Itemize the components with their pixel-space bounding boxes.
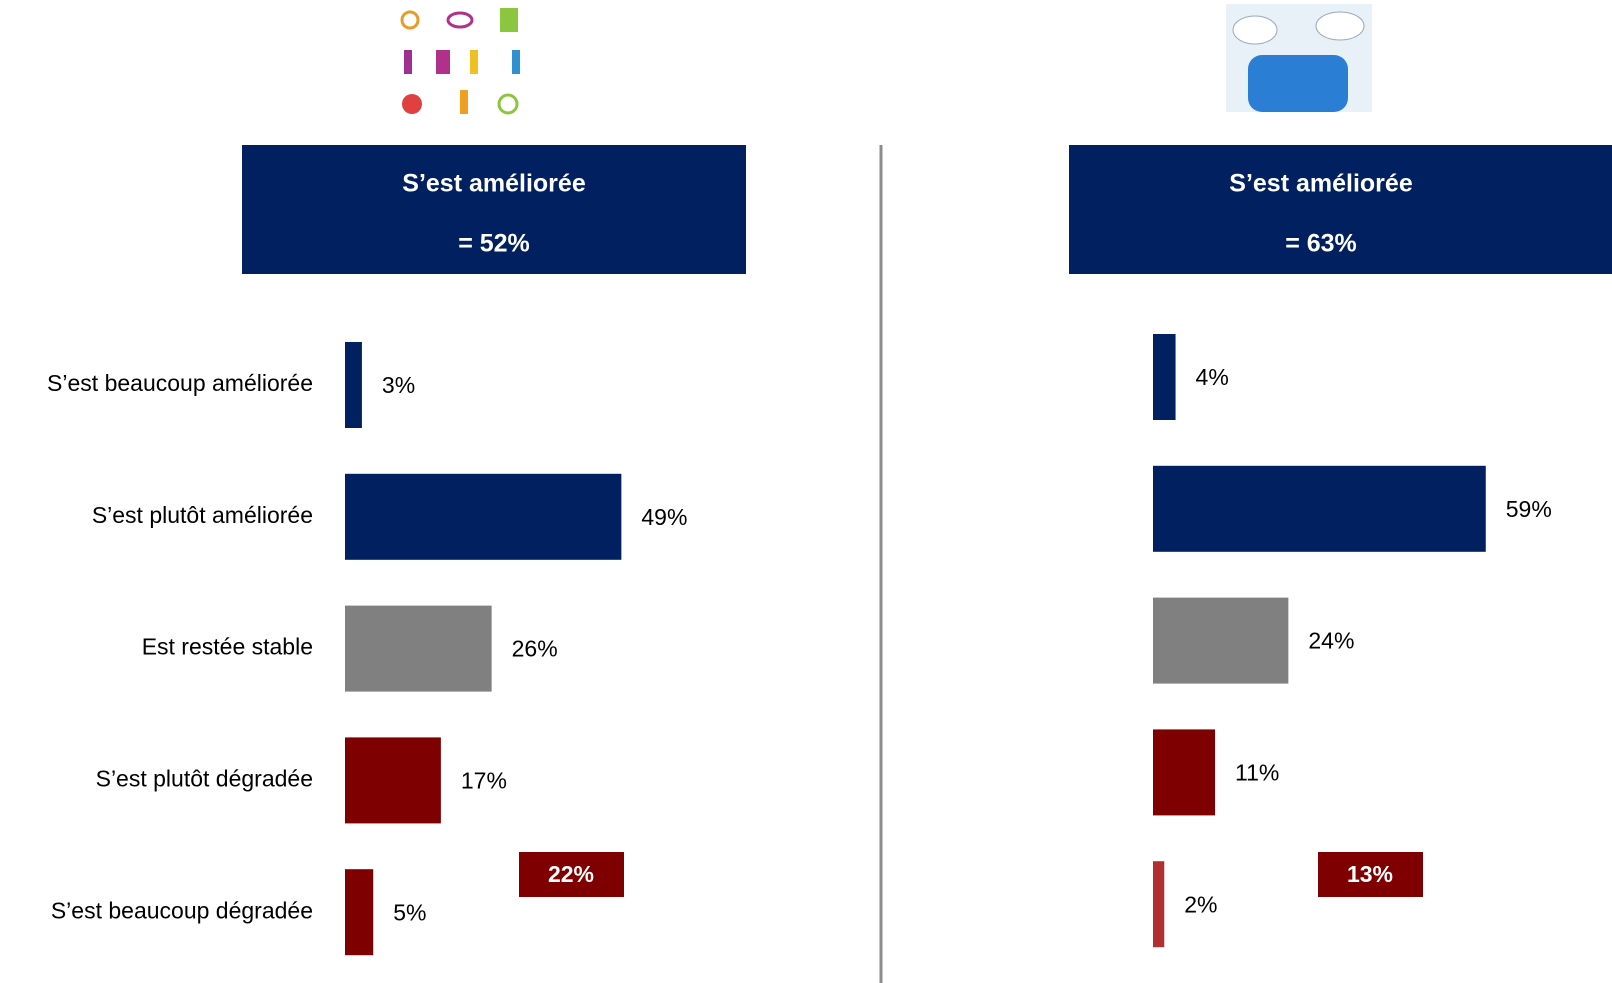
bar xyxy=(1153,334,1176,420)
page: S’est améliorée = 52% S’est beaucoup améli… xyxy=(0,0,1612,983)
bar xyxy=(1153,861,1164,947)
category-label: S’est beaucoup améliorée xyxy=(47,370,313,396)
value-label: 2% xyxy=(1184,891,1217,917)
summary-label: 13% xyxy=(1347,861,1393,887)
category-label: S’est plutôt améliorée xyxy=(92,502,313,528)
header-title: S’est améliorée xyxy=(402,170,586,198)
value-label: 17% xyxy=(461,767,507,793)
bar xyxy=(1153,729,1215,815)
bar xyxy=(345,869,373,955)
crowd-icon xyxy=(1226,4,1372,112)
value-label: 5% xyxy=(393,899,426,925)
category-label: S’est beaucoup dégradée xyxy=(51,897,313,923)
disability-icons xyxy=(402,8,520,114)
value-label: 3% xyxy=(382,372,415,398)
value-label: 26% xyxy=(512,636,558,662)
bar xyxy=(345,474,621,560)
header-value: = 63% xyxy=(1285,230,1357,258)
value-label: 59% xyxy=(1506,496,1552,522)
header-title: S’est améliorée xyxy=(1229,170,1413,198)
category-label: S’est plutôt dégradée xyxy=(96,765,313,791)
value-label: 49% xyxy=(641,504,687,530)
header-value: = 52% xyxy=(458,230,530,258)
value-label: 4% xyxy=(1196,364,1229,390)
category-label: Est restée stable xyxy=(142,634,313,660)
value-label: 11% xyxy=(1235,759,1279,785)
summary-label: 22% xyxy=(548,861,594,887)
bar xyxy=(1153,598,1288,684)
bar xyxy=(1153,466,1486,552)
bar xyxy=(345,737,441,823)
bar xyxy=(345,606,492,692)
value-label: 24% xyxy=(1308,628,1354,654)
bar xyxy=(345,342,362,428)
